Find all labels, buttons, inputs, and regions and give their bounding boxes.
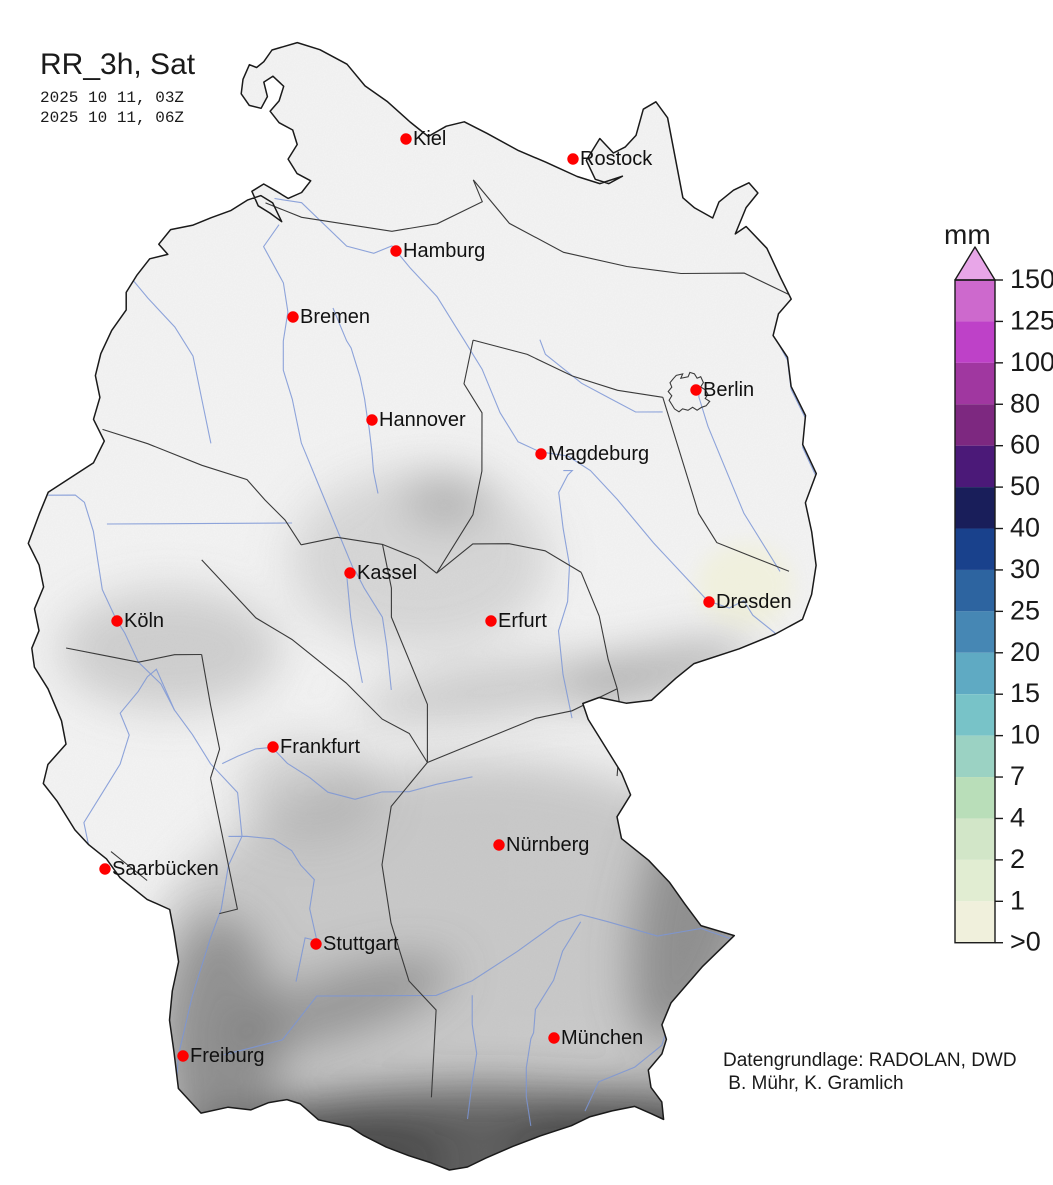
svg-text:15: 15: [1010, 678, 1040, 708]
svg-text:Hannover: Hannover: [379, 409, 466, 431]
svg-text:1: 1: [1010, 885, 1025, 915]
svg-text:Kassel: Kassel: [357, 562, 417, 584]
svg-text:20: 20: [1010, 637, 1040, 667]
svg-text:Frankfurt: Frankfurt: [280, 736, 360, 758]
svg-text:40: 40: [1010, 513, 1040, 543]
svg-text:30: 30: [1010, 554, 1040, 584]
svg-text:2: 2: [1010, 844, 1025, 874]
svg-text:25: 25: [1010, 595, 1040, 625]
svg-text:Erfurt: Erfurt: [498, 610, 547, 632]
svg-text:4: 4: [1010, 802, 1025, 832]
svg-text:80: 80: [1010, 388, 1040, 418]
svg-text:Stuttgart: Stuttgart: [323, 933, 399, 955]
svg-text:Hamburg: Hamburg: [403, 240, 485, 262]
svg-text:50: 50: [1010, 471, 1040, 501]
svg-text:Magdeburg: Magdeburg: [548, 443, 649, 465]
svg-text:Berlin: Berlin: [703, 379, 754, 401]
svg-text:>0: >0: [1010, 927, 1041, 957]
svg-text:München: München: [561, 1027, 643, 1049]
svg-text:Kiel: Kiel: [413, 128, 446, 150]
svg-text:Köln: Köln: [124, 610, 164, 632]
svg-text:Rostock: Rostock: [580, 148, 653, 170]
svg-text:100: 100: [1010, 347, 1053, 377]
svg-text:10: 10: [1010, 720, 1040, 750]
svg-text:7: 7: [1010, 761, 1025, 791]
svg-text:Bremen: Bremen: [300, 306, 370, 328]
svg-text:Freiburg: Freiburg: [190, 1045, 264, 1067]
svg-text:Saarbücken: Saarbücken: [112, 858, 219, 880]
svg-text:150: 150: [1010, 264, 1053, 294]
svg-text:Dresden: Dresden: [716, 591, 792, 613]
svg-text:60: 60: [1010, 430, 1040, 460]
svg-text:Nürnberg: Nürnberg: [506, 834, 589, 856]
svg-text:125: 125: [1010, 305, 1053, 335]
